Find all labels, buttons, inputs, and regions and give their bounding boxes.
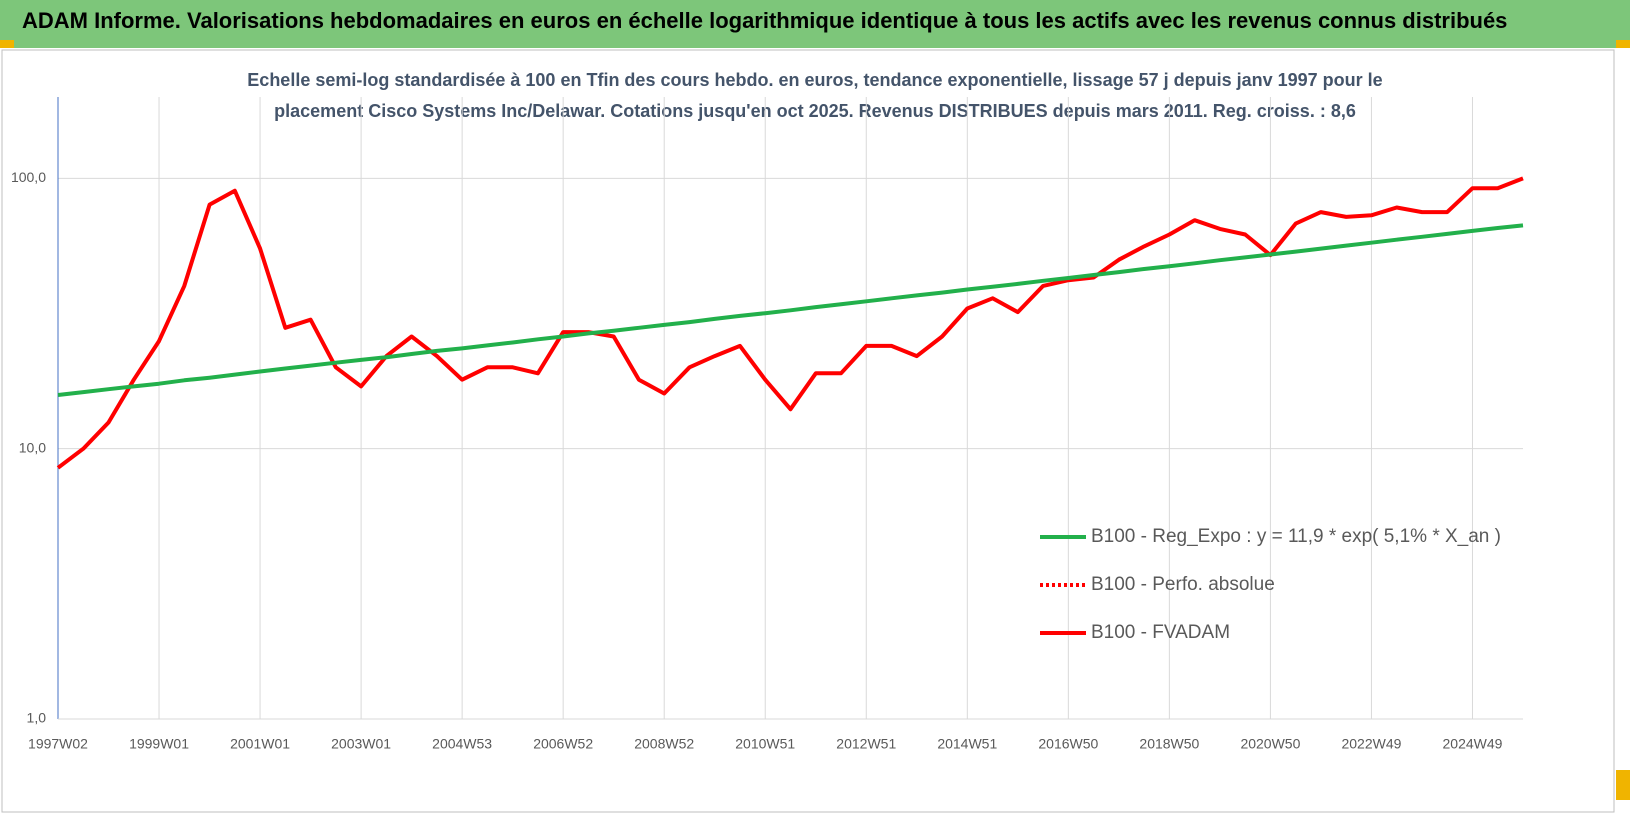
x-tick-label: 1997W02 <box>28 736 88 752</box>
x-tick-label: 2018W50 <box>1139 736 1199 752</box>
x-tick-label: 2003W01 <box>331 736 391 752</box>
subtitle: Echelle semi-log standardisée à 100 en T… <box>247 70 1382 90</box>
x-tick-label: 2020W50 <box>1240 736 1300 752</box>
x-tick-label: 2004W53 <box>432 736 492 752</box>
series-line <box>57 223 1524 397</box>
x-tick-label: 2008W52 <box>634 736 694 752</box>
corner-mark <box>1616 40 1630 48</box>
header-bar <box>0 0 1630 48</box>
y-tick-label: 10,0 <box>19 439 46 455</box>
x-tick-label: 2014W51 <box>937 736 997 752</box>
x-tick-label: 2022W49 <box>1341 736 1401 752</box>
y-tick-label: 100,0 <box>11 169 46 185</box>
x-tick-label: 2010W51 <box>735 736 795 752</box>
header-title: ADAM Informe. Valorisations hebdomadaire… <box>22 8 1507 33</box>
x-tick-label: 1999W01 <box>129 736 189 752</box>
x-tick-label: 2016W50 <box>1038 736 1098 752</box>
legend-label: B100 - Reg_Expo : y = 11,9 * exp( 5,1% *… <box>1091 526 1501 547</box>
legend-label: B100 - FVADAM <box>1091 622 1230 643</box>
y-tick-label: 1,0 <box>27 710 47 726</box>
x-tick-label: 2024W49 <box>1443 736 1503 752</box>
plot-frame <box>1 49 1615 813</box>
x-tick-label: 2001W01 <box>230 736 290 752</box>
corner-mark <box>0 40 14 48</box>
x-tick-label: 2012W51 <box>836 736 896 752</box>
subtitle: placement Cisco Systems Inc/Delawar. Cot… <box>274 101 1356 121</box>
series-line <box>56 176 1524 470</box>
corner-mark <box>1616 770 1630 800</box>
x-tick-label: 2006W52 <box>533 736 593 752</box>
legend-label: B100 - Perfo. absolue <box>1091 574 1275 595</box>
